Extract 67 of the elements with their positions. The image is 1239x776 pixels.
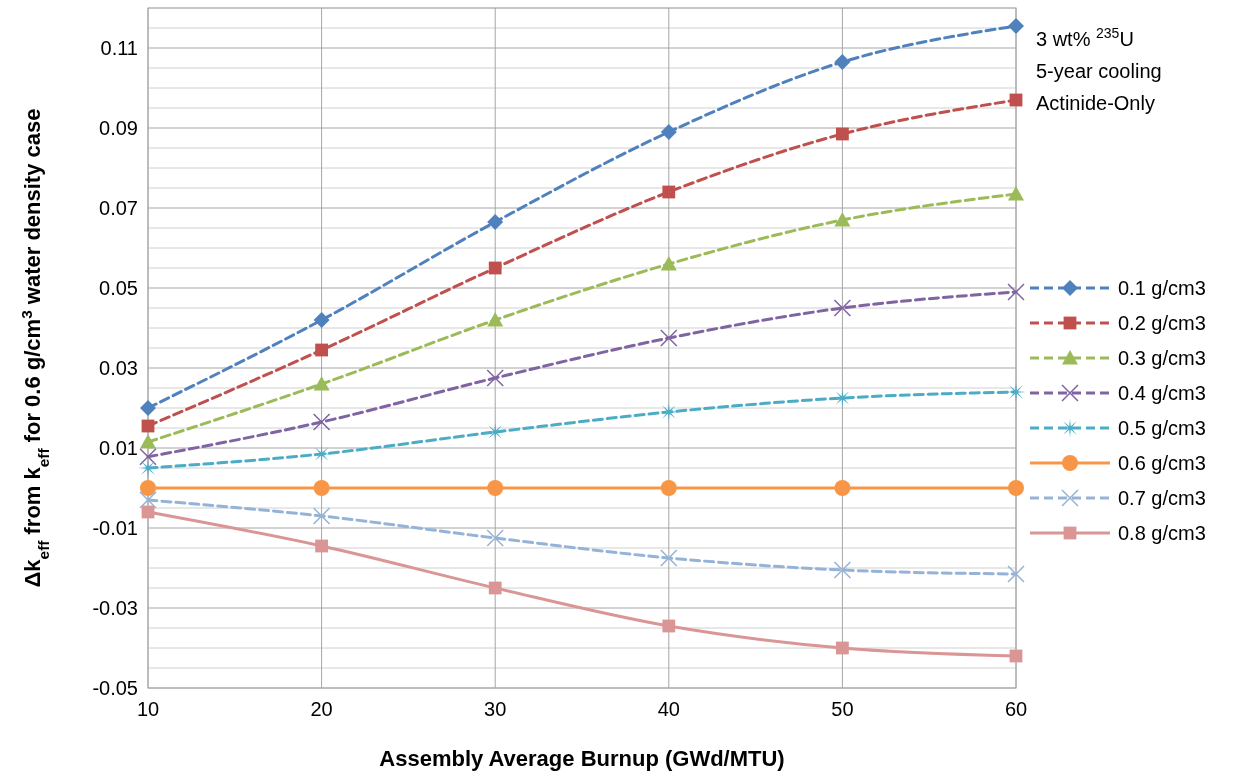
text: Actinide-Only	[1036, 92, 1155, 114]
point	[140, 480, 156, 496]
x-axis-title: Assembly Average Burnup (GWd/MTU)	[379, 746, 785, 771]
point	[660, 256, 677, 271]
y-tick-label: 0.05	[99, 277, 138, 299]
legend-label: 0.8 g/cm3	[1118, 522, 1206, 544]
text: 3 wt% $^{235}$U	[1036, 25, 1134, 50]
legend-label: 0.6 g/cm3	[1118, 452, 1206, 474]
y-tick-label: 0.07	[99, 197, 138, 219]
point	[486, 369, 504, 387]
point	[488, 581, 502, 595]
point	[488, 261, 502, 275]
point	[836, 127, 849, 141]
y-tick-label: -0.01	[92, 517, 138, 539]
point	[140, 434, 156, 449]
y-tick-label: -0.03	[92, 597, 138, 619]
point	[315, 343, 328, 357]
x-tick-label: 10	[136, 698, 160, 720]
x-tick-label: 60	[1004, 698, 1028, 720]
point	[487, 214, 504, 230]
point	[138, 458, 158, 478]
point	[833, 299, 852, 317]
point	[660, 549, 678, 567]
point	[834, 480, 851, 496]
point	[313, 480, 330, 496]
point	[833, 561, 852, 579]
legend-label: 0.5 g/cm3	[1118, 417, 1206, 439]
y-tick-label: 0.01	[99, 437, 138, 459]
x-tick-label: 20	[310, 698, 333, 720]
point	[313, 312, 330, 328]
x-tick-label: 30	[484, 698, 507, 720]
y-tick-label: 0.03	[99, 357, 138, 379]
point	[662, 185, 676, 199]
point	[315, 539, 328, 553]
point	[1007, 565, 1025, 583]
y-tick-label: 0.11	[100, 37, 138, 59]
legend-label: 0.1 g/cm3	[1118, 277, 1206, 299]
point	[313, 376, 330, 391]
point	[140, 400, 156, 416]
point	[836, 641, 849, 655]
point	[139, 448, 157, 466]
point	[1007, 283, 1025, 301]
legend-label: 0.7 g/cm3	[1118, 487, 1206, 509]
point	[1006, 382, 1026, 402]
legend-label: 0.4 g/cm3	[1118, 382, 1206, 404]
x-tick-label: 50	[831, 698, 854, 720]
legend-label: 0.2 g/cm3	[1118, 312, 1206, 334]
point	[660, 124, 677, 140]
point	[487, 312, 504, 327]
y-tick-label: -0.05	[92, 677, 138, 699]
point	[486, 529, 504, 547]
x-tick-label: 40	[657, 698, 680, 720]
point	[1008, 186, 1024, 201]
point	[139, 491, 157, 509]
point	[834, 212, 851, 227]
point	[660, 480, 677, 496]
point	[834, 54, 851, 70]
point	[660, 329, 678, 347]
point	[312, 413, 331, 431]
text: 5-year cooling	[1036, 60, 1162, 82]
point	[487, 480, 504, 496]
point	[1008, 18, 1024, 34]
point	[662, 619, 676, 633]
point	[312, 507, 331, 525]
point	[1008, 480, 1024, 496]
y-tick-label: 0.09	[99, 117, 138, 139]
legend-label: 0.3 g/cm3	[1118, 347, 1206, 369]
